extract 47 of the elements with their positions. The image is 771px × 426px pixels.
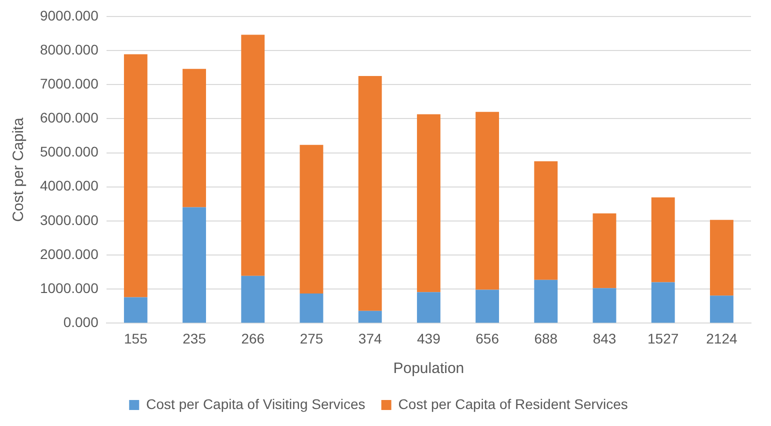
bar [651,282,675,323]
bar [710,296,734,323]
y-tick-label: 9000.000 [40,7,99,24]
bar [358,76,382,311]
y-tick-label: 3000.000 [40,212,99,228]
bar [592,288,616,323]
bar [182,68,206,208]
y-tick-label: 2000.000 [40,246,99,262]
y-tick-label: 8000.000 [40,41,99,58]
bar [124,54,148,298]
y-tick-label: 5000.000 [40,144,99,160]
x-tick-label: 266 [241,330,265,346]
x-tick-label: 374 [358,330,382,346]
x-tick-label: 275 [300,330,324,346]
y-tick-label: 4000.000 [40,178,99,194]
x-tick-label: 439 [417,330,441,346]
bar [241,34,265,276]
x-tick-label: 1527 [648,330,679,346]
bar [710,220,734,296]
bar [124,297,148,323]
bar [358,310,382,323]
bar [182,207,206,323]
bar [651,197,675,282]
legend-label: Cost per Capita of Visiting Services [146,396,366,412]
x-tick-label: 656 [476,330,500,346]
x-tick-label: 843 [592,330,616,346]
bar [534,161,558,280]
x-tick-label: 2124 [706,330,738,346]
y-tick-label: 1000.000 [40,280,99,296]
bar [534,280,558,323]
bar [300,144,324,294]
y-axis-title: Cost per Capita [10,117,28,222]
x-axis-title: Population [393,360,464,378]
x-tick-label: 235 [182,330,206,346]
legend-label: Cost per Capita of Resident Services [398,396,628,412]
bar [416,292,440,323]
bar [476,112,500,290]
y-tick-label: 7000.000 [40,75,99,92]
y-tick-label: 6000.000 [40,110,99,126]
x-tick-label: 155 [124,330,148,346]
bar [416,114,440,292]
bar [241,276,265,323]
bar [592,213,616,288]
x-tick-label: 688 [534,330,558,346]
bar [300,294,324,323]
bar [476,290,500,323]
y-tick-label: 0.000 [63,314,99,330]
